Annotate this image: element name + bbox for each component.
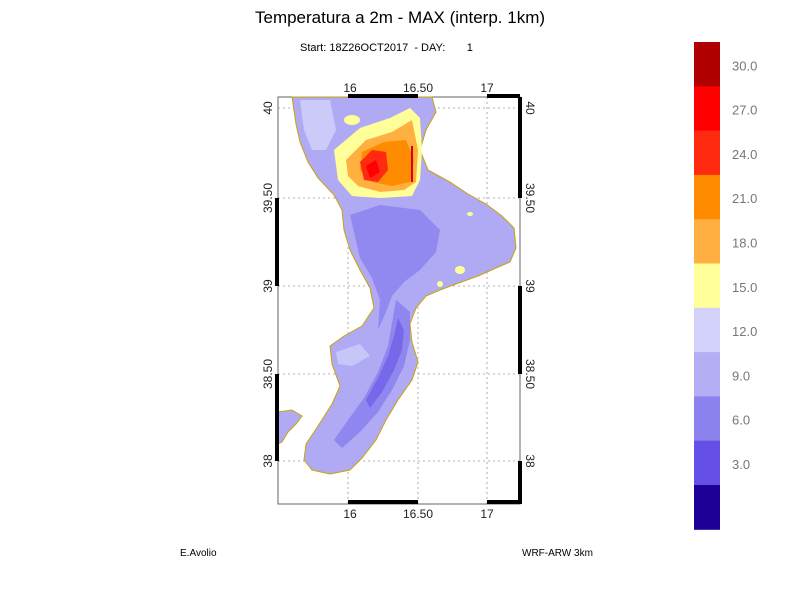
colorbar-swatch bbox=[694, 263, 720, 309]
lat-tick-label: 38.50 bbox=[523, 359, 537, 389]
colorbar: 30.0 27.0 24.0 21.0 18.0 15.0 12.0 9.0 6.0 3.0 bbox=[694, 42, 757, 530]
lat-tick-label: 39.50 bbox=[261, 183, 275, 213]
author-credit: E.Avolio bbox=[180, 548, 217, 559]
map-title: Temperatura a 2m - MAX (interp. 1km) bbox=[254, 8, 546, 27]
colorbar-label: 24.0 bbox=[732, 147, 757, 162]
lat-tick-label: 38.50 bbox=[261, 359, 275, 389]
lat-labels-left: 40 39.50 39 38.50 38 bbox=[261, 101, 275, 468]
lat-tick-label: 39 bbox=[523, 279, 537, 293]
run-info: Start: 18Z26OCT2017 - DAY: 1 bbox=[300, 42, 473, 54]
colorbar-swatch bbox=[694, 307, 720, 353]
colorbar-label: 18.0 bbox=[732, 236, 757, 251]
lon-tick-label: 16 bbox=[343, 81, 357, 95]
lon-labels-bottom: 16 16.50 17 bbox=[343, 507, 494, 521]
colorbar-label: 3.0 bbox=[732, 457, 750, 472]
colorbar-label: 12.0 bbox=[732, 324, 757, 339]
lat-tick-label: 39.50 bbox=[523, 183, 537, 213]
colorbar-label: 27.0 bbox=[732, 103, 757, 118]
colorbar-swatch bbox=[694, 396, 720, 442]
colorbar-swatch bbox=[694, 352, 720, 397]
lon-tick-label: 16 bbox=[343, 507, 357, 521]
lat-tick-label: 38 bbox=[523, 454, 537, 468]
colorbar-swatch bbox=[694, 86, 720, 132]
model-credit: WRF-ARW 3km bbox=[522, 548, 593, 559]
lon-tick-label: 17 bbox=[480, 507, 494, 521]
colorbar-swatch bbox=[694, 485, 720, 530]
lat-tick-label: 38 bbox=[261, 454, 275, 468]
colorbar-label: 21.0 bbox=[732, 191, 757, 206]
colorbar-swatch bbox=[694, 174, 720, 220]
land-area bbox=[277, 96, 517, 475]
lon-tick-label: 16.50 bbox=[403, 81, 433, 95]
lon-tick-label: 16.50 bbox=[403, 507, 433, 521]
lat-tick-label: 40 bbox=[261, 101, 275, 115]
colorbar-label: 30.0 bbox=[732, 58, 757, 73]
colorbar-swatch bbox=[694, 130, 720, 176]
colorbar-label: 15.0 bbox=[732, 280, 757, 295]
colorbar-label: 6.0 bbox=[732, 413, 750, 428]
lat-labels-right: 40 39.50 39 38.50 38 bbox=[523, 101, 537, 468]
lon-tick-label: 17 bbox=[480, 81, 494, 95]
colorbar-swatch bbox=[694, 219, 720, 264]
lon-labels-top: 16 16.50 17 bbox=[343, 81, 494, 95]
lat-tick-label: 39 bbox=[261, 279, 275, 293]
colorbar-swatch bbox=[694, 42, 720, 87]
lat-tick-label: 40 bbox=[523, 101, 537, 115]
frame-ticks bbox=[275, 94, 522, 504]
colorbar-label: 9.0 bbox=[732, 368, 750, 383]
colorbar-swatch bbox=[694, 440, 720, 486]
